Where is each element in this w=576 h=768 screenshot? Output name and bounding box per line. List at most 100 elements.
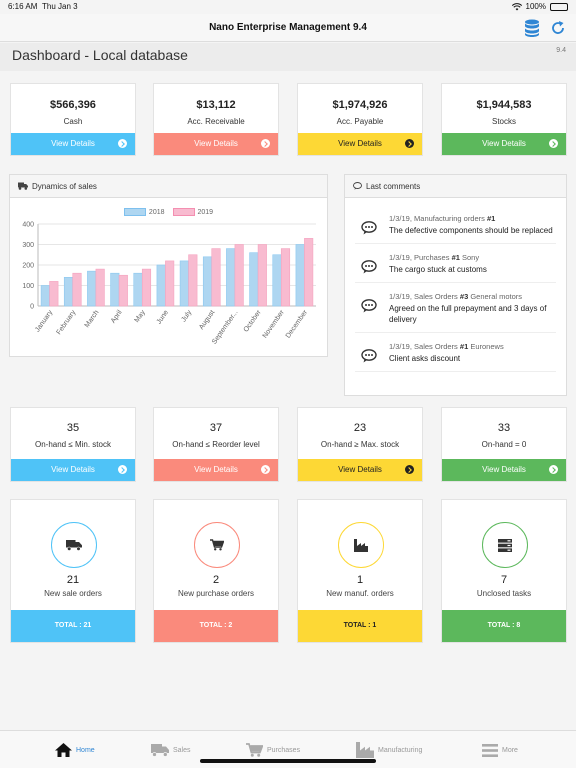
comment-item[interactable]: 1/3/19, Sales Orders #3 General motors A… xyxy=(355,283,556,333)
version-label: 9.4 xyxy=(556,47,566,54)
arrow-right-icon xyxy=(118,139,127,148)
comment-item[interactable]: 1/3/19, Sales Orders #1 Euronews Client … xyxy=(355,333,556,372)
comment-item[interactable]: 1/3/19, Purchases #1 Sony The cargo stuc… xyxy=(355,244,556,283)
comment-text: Client asks discount xyxy=(389,354,461,363)
bar-2019 xyxy=(304,238,314,307)
panel-title: Dynamics of sales xyxy=(32,181,97,191)
bar-2018 xyxy=(40,285,50,307)
icon-circle xyxy=(338,522,384,568)
status-date: Thu Jan 3 xyxy=(42,2,78,11)
view-details-button[interactable]: View Details xyxy=(442,459,566,481)
comment-date: 1/3/19, xyxy=(389,214,412,223)
tab-more[interactable]: More xyxy=(482,737,518,763)
status-bar: 6:16 AM Thu Jan 3 100% xyxy=(0,0,576,14)
chart-legend: 2018 2019 xyxy=(10,208,327,216)
bar-2019 xyxy=(234,244,244,307)
truck-icon xyxy=(66,540,82,551)
cash-card: $566,396 Cash View Details xyxy=(10,83,136,156)
tab-sales[interactable]: Sales xyxy=(151,737,191,763)
purchase-orders-card[interactable]: 2 New purchase orders TOTAL : 2 xyxy=(153,499,279,643)
manuf-orders-card[interactable]: 1 New manuf. orders TOTAL : 1 xyxy=(297,499,423,643)
comment-item[interactable]: 1/3/19, Manufacturing orders #1 The defe… xyxy=(355,205,556,244)
button-label: View Details xyxy=(482,139,526,148)
tab-purchases[interactable]: Purchases xyxy=(246,737,300,763)
zero-stock-card: 33 On-hand = 0 View Details xyxy=(441,407,567,482)
legend-label: 2018 xyxy=(148,208,165,216)
comments-panel: Last comments 1/3/19, Manufacturing orde… xyxy=(344,174,567,396)
y-tick-label: 300 xyxy=(22,242,34,249)
total-bar[interactable]: TOTAL : 2 xyxy=(154,610,278,642)
tab-label: Home xyxy=(76,746,95,754)
view-details-button[interactable]: View Details xyxy=(298,133,422,155)
database-icon[interactable] xyxy=(524,19,540,37)
comment-doc: Sales Orders xyxy=(414,292,458,301)
tab-label: More xyxy=(502,746,518,754)
bar-2018 xyxy=(202,256,213,307)
payable-card: $1,974,926 Acc. Payable View Details xyxy=(297,83,423,156)
comment-number: #1 xyxy=(459,342,469,351)
reorder-level-card: 37 On-hand ≤ Reorder level View Details xyxy=(153,407,279,482)
home-indicator xyxy=(200,759,376,763)
tab-home[interactable]: Home xyxy=(55,737,95,763)
tab-manufacturing[interactable]: Manufacturing xyxy=(356,737,422,763)
view-details-button[interactable]: View Details xyxy=(154,133,278,155)
tab-label: Sales xyxy=(173,746,191,754)
wifi-icon xyxy=(511,2,522,10)
view-details-button[interactable]: View Details xyxy=(11,133,135,155)
bar-2019 xyxy=(211,248,221,307)
view-details-button[interactable]: View Details xyxy=(154,459,278,481)
battery-percent: 100% xyxy=(525,2,546,11)
truck-icon xyxy=(151,744,169,757)
x-tick-label: April xyxy=(110,309,124,325)
comment-bubble-icon xyxy=(361,260,377,274)
bar-2019 xyxy=(188,254,198,307)
button-label: View Details xyxy=(194,139,238,148)
button-label: View Details xyxy=(51,139,95,148)
view-details-button[interactable]: View Details xyxy=(11,459,135,481)
order-label: New sale orders xyxy=(44,589,102,598)
x-tick-label: July xyxy=(180,309,193,324)
card-value: $1,974,926 xyxy=(332,99,388,111)
total-bar[interactable]: TOTAL : 1 xyxy=(298,610,422,642)
comment-date: 1/3/19, xyxy=(389,342,412,351)
battery-icon xyxy=(550,2,568,11)
arrow-right-icon xyxy=(549,139,558,148)
bar-2019 xyxy=(165,260,175,307)
panel-heading: Dynamics of sales xyxy=(10,175,327,198)
icon-circle xyxy=(194,522,240,568)
comment-date: 1/3/19, xyxy=(389,253,412,262)
card-label: Acc. Receivable xyxy=(187,117,245,126)
view-details-button[interactable]: View Details xyxy=(298,459,422,481)
arrow-right-icon xyxy=(118,465,127,474)
total-bar[interactable]: TOTAL : 8 xyxy=(442,610,566,642)
y-tick-label: 400 xyxy=(22,222,34,229)
bar-2018 xyxy=(226,248,236,307)
comment-bubble-icon xyxy=(361,349,377,363)
refresh-icon[interactable] xyxy=(550,20,566,36)
legend-label: 2019 xyxy=(197,208,214,216)
tasks-card[interactable]: 7 Unclosed tasks TOTAL : 8 xyxy=(441,499,567,643)
min-stock-card: 35 On-hand ≤ Min. stock View Details xyxy=(10,407,136,482)
sale-orders-card[interactable]: 21 New sale orders TOTAL : 21 xyxy=(10,499,136,643)
arrow-right-icon xyxy=(261,465,270,474)
comment-doc: Purchases xyxy=(414,253,450,262)
comment-number: #1 xyxy=(487,214,496,223)
view-details-button[interactable]: View Details xyxy=(442,133,566,155)
x-tick-label: June xyxy=(156,309,171,326)
arrow-right-icon xyxy=(405,465,414,474)
arrow-right-icon xyxy=(549,465,558,474)
bar-2018 xyxy=(63,276,74,307)
order-count: 7 xyxy=(500,574,508,586)
card-label: On-hand ≥ Max. stock xyxy=(320,440,400,449)
card-value: 23 xyxy=(353,422,367,434)
comment-text: The cargo stuck at customs xyxy=(389,265,487,274)
total-bar[interactable]: TOTAL : 21 xyxy=(11,610,135,642)
button-label: View Details xyxy=(51,465,95,474)
comment-bubble-icon xyxy=(361,299,377,313)
panel-heading: Last comments xyxy=(345,175,566,198)
status-time: 6:16 AM xyxy=(8,2,38,11)
receivable-card: $13,112 Acc. Receivable View Details xyxy=(153,83,279,156)
card-value: 33 xyxy=(497,422,511,434)
comment-number: #1 xyxy=(451,253,460,262)
sales-chart: 0 100 200 300 400 January February March April Ma… xyxy=(22,222,316,346)
